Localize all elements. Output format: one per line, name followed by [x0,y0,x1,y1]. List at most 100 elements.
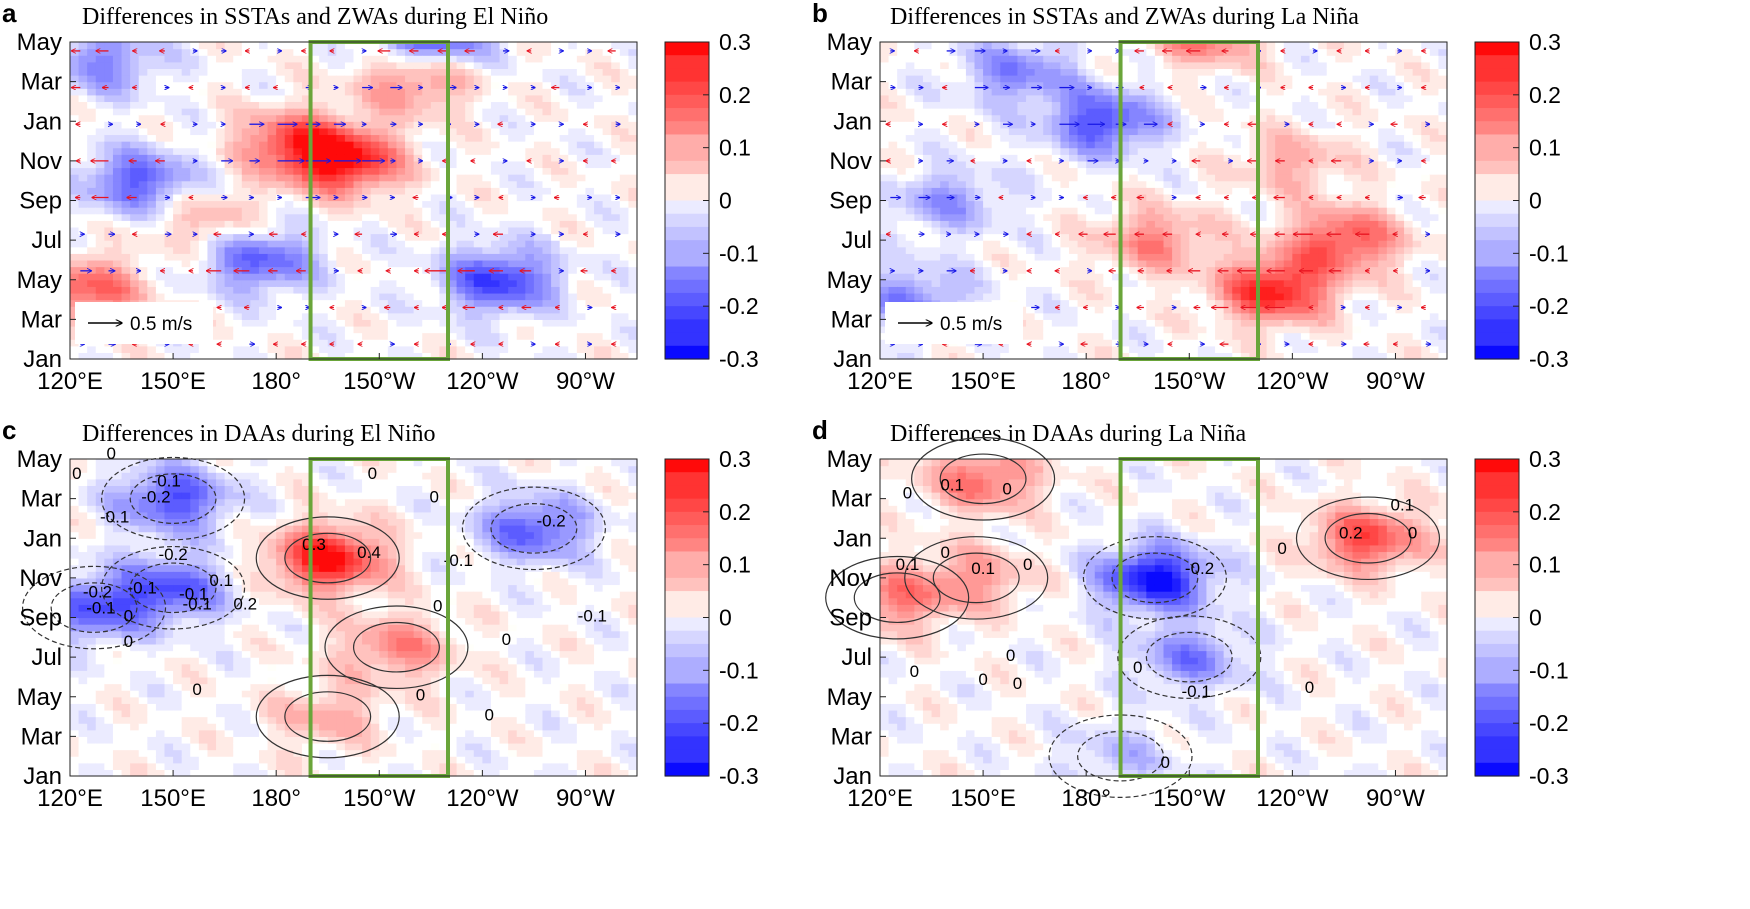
heatmap-cell [327,259,337,268]
heatmap-cell [482,332,492,340]
heatmap-cell [87,345,97,353]
heatmap-cell [991,61,1001,70]
heatmap-cell [490,68,501,76]
heatmap-cell [310,292,320,301]
heatmap-cell [957,207,967,215]
heatmap-cell [602,134,612,142]
heatmap-cell [1077,174,1087,182]
heatmap-cell [422,75,432,83]
heatmap-cell [319,200,329,208]
heatmap-cell [957,88,967,96]
heatmap-cell [516,240,526,248]
heatmap-cell [1137,48,1147,56]
heatmap-cell [559,233,569,241]
heatmap-cell [948,154,958,162]
heatmap-cell [551,94,561,103]
heatmap-cell [473,200,483,208]
heatmap-cell [405,187,415,195]
heatmap-cell [250,94,260,103]
heatmap-cell [362,81,372,89]
heatmap-cell [284,312,294,320]
heatmap-cell [490,154,501,162]
heatmap-cell [1094,94,1104,103]
heatmap-cell [456,259,466,268]
heatmap-cell [1069,253,1079,261]
heatmap-cell [387,352,398,360]
heatmap-cell [559,246,569,254]
heatmap-cell [465,325,475,334]
heatmap-cell [1103,325,1113,334]
heatmap-cell [619,55,630,63]
heatmap-cell [1103,226,1113,235]
heatmap-cell [914,286,924,294]
heatmap-cell [276,141,286,149]
heatmap-cell [1051,266,1062,274]
heatmap-cell [250,48,260,56]
heatmap-cell [233,312,243,320]
heatmap-cell [1137,286,1147,294]
heatmap-cell [1094,75,1104,83]
heatmap-cell [542,141,552,149]
heatmap-cell [905,154,915,162]
heatmap-cell [542,246,552,254]
heatmap-cell [181,127,191,136]
heatmap-cell [551,114,561,122]
heatmap-cell [319,220,329,228]
heatmap-cell [974,101,984,109]
heatmap-cell [1137,339,1147,347]
heatmap-cell [516,207,526,215]
heatmap-cell [897,75,907,83]
heatmap-cell [490,306,501,314]
heatmap-cell [1043,48,1053,56]
heatmap-cell [396,108,406,116]
heatmap-cell [619,75,630,83]
heatmap-cell [1069,193,1079,202]
heatmap-cell [241,121,252,129]
heatmap-cell [1137,207,1147,215]
heatmap-cell [1103,55,1113,63]
heatmap-cell [922,94,933,103]
heatmap-cell [293,68,303,76]
heatmap-cell [448,279,458,287]
heatmap-cell [70,266,80,274]
heatmap-cell [940,42,950,50]
heatmap-cell [155,187,166,195]
heatmap-cell [1154,200,1165,208]
heatmap-cell [1060,160,1070,169]
heatmap-cell [396,220,406,228]
heatmap-cell [473,332,483,340]
heatmap-cell [95,187,105,195]
heatmap-cell [276,286,286,294]
heatmap-cell [327,101,337,109]
heatmap-cell [362,167,372,175]
heatmap-cell [1051,147,1062,155]
heatmap-cell [207,207,217,215]
heatmap-cell [310,167,320,175]
heatmap-cell [112,279,123,287]
heatmap-cell [216,88,226,96]
heatmap-cell [602,233,612,241]
heatmap-cell [1086,259,1096,268]
heatmap-cell [965,101,976,109]
heatmap-cell [983,286,993,294]
heatmap-cell [456,266,466,274]
heatmap-cell [190,141,200,149]
heatmap-cell [974,226,984,235]
heatmap-cell [70,345,80,353]
heatmap-cell [1129,108,1139,116]
heatmap-cell [284,233,294,241]
heatmap-cell [542,266,552,274]
heatmap-cell [1008,121,1019,129]
heatmap-cell [379,345,389,353]
heatmap-cell [948,147,958,155]
heatmap-cell [198,134,209,142]
heatmap-cell [1060,345,1070,353]
heatmap-cell [983,259,993,268]
heatmap-cell [405,147,415,155]
heatmap-cell [888,154,898,162]
heatmap-cell [628,292,638,301]
heatmap-cell [1094,48,1104,56]
heatmap-cell [344,75,355,83]
heatmap-cell [1060,292,1070,301]
heatmap-cell [370,286,380,294]
